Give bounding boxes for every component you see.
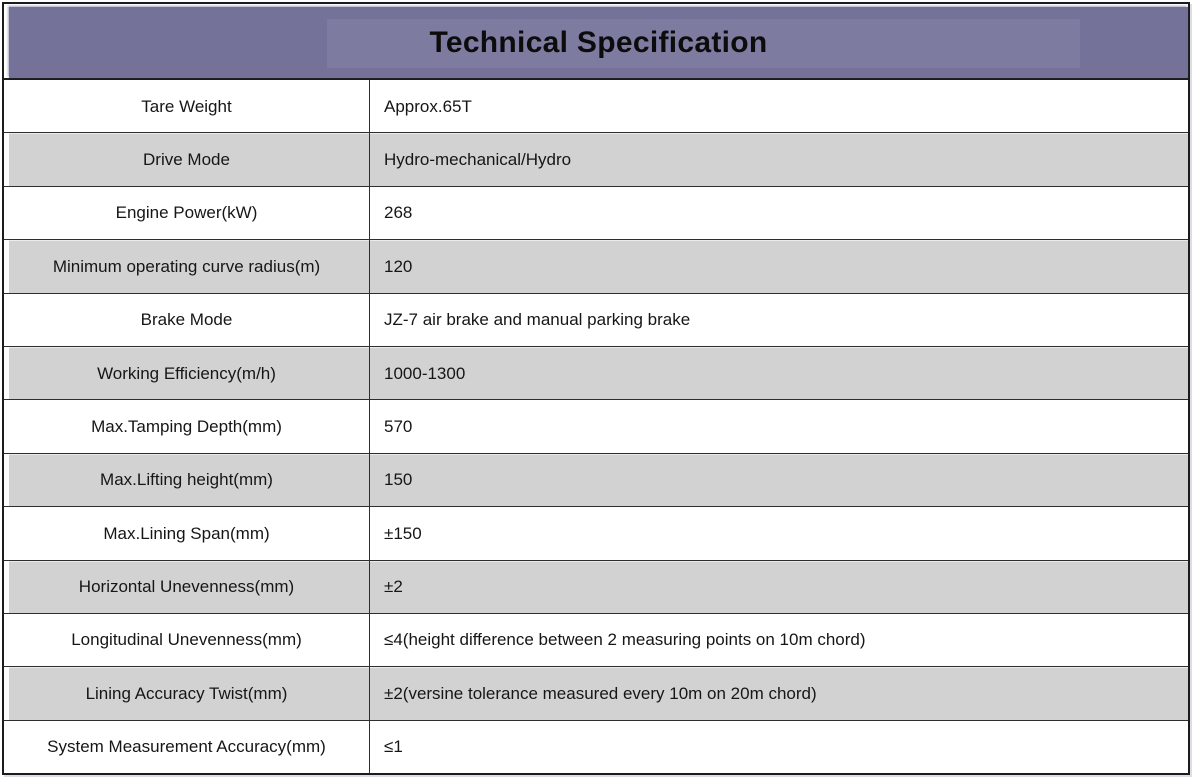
spec-value: 268 bbox=[384, 203, 413, 223]
spec-value: 570 bbox=[384, 416, 413, 436]
spec-value: 150 bbox=[384, 470, 413, 490]
table-row: Max.Lifting height(mm) 150 bbox=[4, 452, 1188, 507]
spec-label: Brake Mode bbox=[4, 293, 370, 346]
table-row: Drive Mode Hydro-mechanical/Hydro bbox=[4, 132, 1188, 186]
spec-label: Drive Mode bbox=[4, 133, 370, 186]
spec-value: ≤4(height difference between 2 measuring… bbox=[384, 630, 866, 650]
table-row: Max.Tamping Depth(mm) 570 bbox=[4, 399, 1188, 453]
table-row: Brake Mode JZ-7 air brake and manual par… bbox=[4, 292, 1188, 346]
spec-table: Technical Specification Tare Weight Appr… bbox=[2, 2, 1190, 775]
table-header-bar: Technical Specification bbox=[9, 7, 1188, 78]
table-row: Working Efficiency(m/h) 1000-1300 bbox=[4, 345, 1188, 400]
spec-label: Working Efficiency(m/h) bbox=[4, 346, 370, 400]
spec-value: ±2(versine tolerance measured every 10m … bbox=[384, 683, 817, 703]
spec-value: Approx.65T bbox=[384, 96, 472, 116]
spec-label: Lining Accuracy Twist(mm) bbox=[4, 667, 370, 720]
spec-label: Horizontal Unevenness(mm) bbox=[4, 560, 370, 613]
table-header: Technical Specification bbox=[4, 4, 1188, 80]
spec-label: Max.Tamping Depth(mm) bbox=[4, 400, 370, 453]
spec-value: 120 bbox=[384, 256, 413, 276]
table-row: Horizontal Unevenness(mm) ±2 bbox=[4, 559, 1188, 613]
spec-label: Engine Power(kW) bbox=[4, 186, 370, 240]
spec-value: JZ-7 air brake and manual parking brake bbox=[384, 310, 691, 330]
table-row: Engine Power(kW) 268 bbox=[4, 185, 1188, 240]
table-body: Tare Weight Approx.65T Drive Mode Hydro-… bbox=[4, 80, 1188, 774]
spec-value: 1000-1300 bbox=[384, 363, 466, 383]
spec-label: System Measurement Accuracy(mm) bbox=[4, 720, 370, 774]
spec-label: Longitudinal Unevenness(mm) bbox=[4, 613, 370, 667]
table-row: Tare Weight Approx.65T bbox=[4, 80, 1188, 133]
spec-value: Hydro-mechanical/Hydro bbox=[384, 149, 572, 169]
table-row: Max.Lining Span(mm) ±150 bbox=[4, 506, 1188, 560]
spec-value: ±150 bbox=[384, 523, 422, 543]
page-title: Technical Specification bbox=[429, 25, 768, 59]
spec-value: ≤1 bbox=[384, 737, 403, 757]
spec-label: Max.Lining Span(mm) bbox=[4, 507, 370, 560]
title-highlight bbox=[327, 19, 1080, 68]
table-row: Lining Accuracy Twist(mm) ±2(versine tol… bbox=[4, 666, 1188, 720]
spec-value: ±2 bbox=[384, 577, 403, 597]
spec-label: Max.Lifting height(mm) bbox=[4, 453, 370, 507]
spec-label: Tare Weight bbox=[4, 80, 370, 133]
spec-label: Minimum operating curve radius(m) bbox=[4, 240, 370, 293]
table-row: System Measurement Accuracy(mm) ≤1 bbox=[4, 719, 1188, 774]
table-row: Longitudinal Unevenness(mm) ≤4(height di… bbox=[4, 612, 1188, 667]
table-row: Minimum operating curve radius(m) 120 bbox=[4, 239, 1188, 293]
